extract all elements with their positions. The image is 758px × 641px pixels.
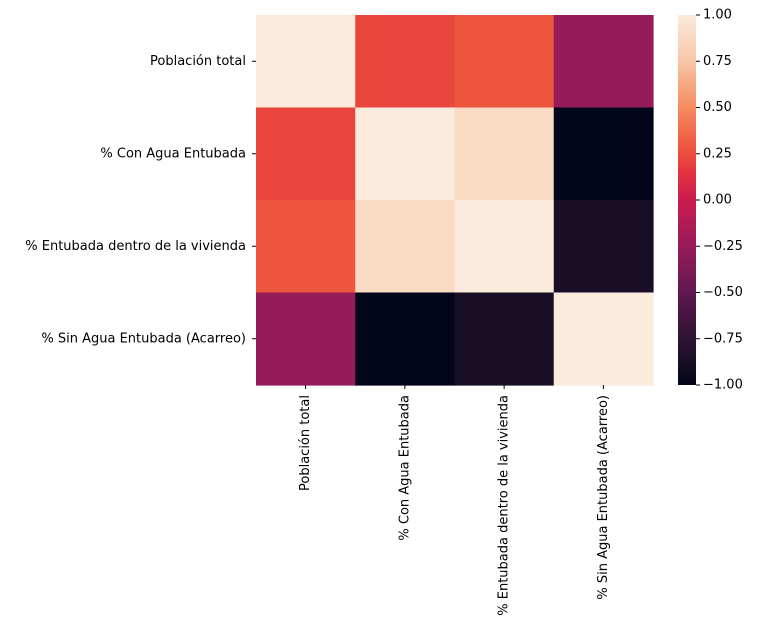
heatmap-cell bbox=[454, 200, 555, 294]
colorbar-gradient bbox=[678, 15, 696, 385]
x-tick-label: Población total bbox=[298, 395, 313, 491]
x-tick-label: % Con Agua Entubada bbox=[397, 395, 412, 541]
heatmap-cell bbox=[355, 107, 456, 201]
colorbar: 1.00 0.75 0.50 0.25 0.00 −0.25 −0.50 −0.75 −1.00 bbox=[678, 8, 743, 393]
heatmap-cell bbox=[454, 15, 555, 109]
colorbar-tick-label: 0.00 bbox=[703, 193, 732, 208]
y-tick-label: % Con Agua Entubada bbox=[100, 146, 246, 161]
heatmap-cell bbox=[553, 107, 654, 201]
y-tick-label: Población total bbox=[150, 54, 246, 69]
x-tick-labels: Población total % Con Agua Entubada % Entu… bbox=[298, 385, 611, 616]
heatmap-cell bbox=[355, 15, 456, 109]
colorbar-tick-label: 0.75 bbox=[703, 54, 732, 69]
x-tick-label: % Sin Agua Entubada (Acarreo) bbox=[596, 395, 611, 600]
colorbar-tick-label: 1.00 bbox=[703, 8, 732, 23]
heatmap-cell bbox=[256, 200, 356, 294]
colorbar-tick-label: 0.25 bbox=[703, 146, 732, 161]
heatmap-cells bbox=[256, 15, 654, 386]
heatmap-cell bbox=[454, 292, 555, 386]
heatmap-cell bbox=[355, 292, 456, 386]
heatmap-cell bbox=[553, 292, 654, 386]
colorbar-tick-label: −0.75 bbox=[703, 331, 743, 346]
heatmap-cell bbox=[256, 15, 356, 109]
x-tick-label: % Entubada dentro de la vivienda bbox=[497, 395, 512, 616]
y-tick-label: % Sin Agua Entubada (Acarreo) bbox=[41, 331, 246, 346]
colorbar-tick-label: −1.00 bbox=[703, 378, 743, 393]
colorbar-tick-label: −0.25 bbox=[703, 239, 743, 254]
heatmap-cell bbox=[256, 292, 356, 386]
heatmap-cell bbox=[553, 15, 654, 109]
colorbar-tick-label: 0.50 bbox=[703, 100, 732, 115]
heatmap-cell bbox=[454, 107, 555, 201]
colorbar-tick-label: −0.50 bbox=[703, 285, 743, 300]
heatmap-cell bbox=[256, 107, 356, 201]
y-tick-labels: Población total % Con Agua Entubada % Entu… bbox=[25, 54, 256, 346]
heatmap-cell bbox=[355, 200, 456, 294]
y-tick-label: % Entubada dentro de la vivienda bbox=[25, 239, 246, 254]
heatmap-cell bbox=[553, 200, 654, 294]
